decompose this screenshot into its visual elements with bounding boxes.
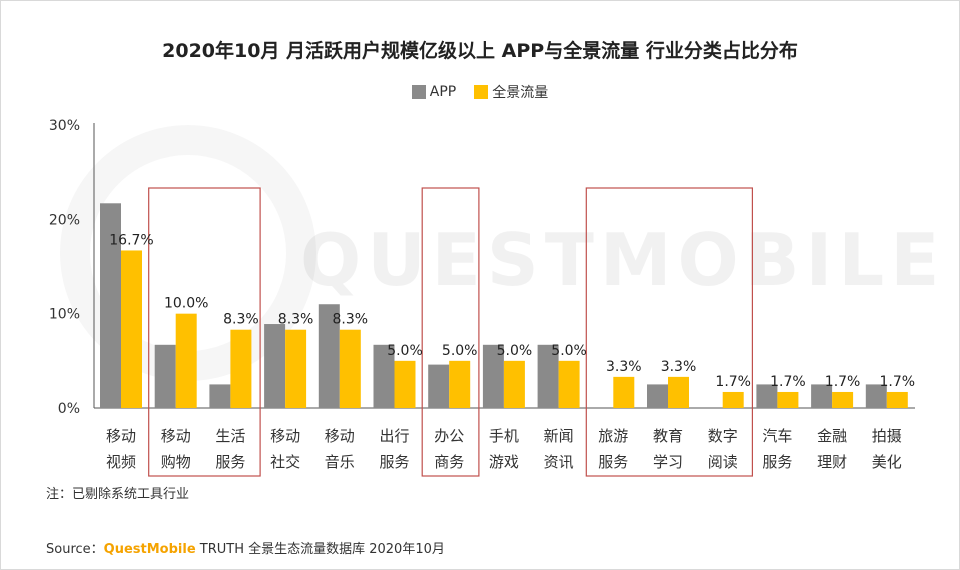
x-tick-label: 游戏 xyxy=(489,453,519,471)
bar-full-traffic xyxy=(121,250,142,408)
bar-full-traffic xyxy=(558,360,580,408)
x-tick-label: 阅读 xyxy=(708,453,738,471)
data-label: 5.0% xyxy=(551,343,587,359)
x-tick-label: 教育 xyxy=(653,427,683,445)
data-label: 3.3% xyxy=(606,359,642,375)
bar-full-traffic xyxy=(503,360,525,408)
legend-item-app: APP xyxy=(411,82,457,102)
bar-full-traffic xyxy=(777,391,799,408)
data-label: 5.0% xyxy=(497,343,533,359)
x-tick-label: 汽车 xyxy=(762,427,792,445)
bar-app xyxy=(264,324,286,408)
bar-full-traffic xyxy=(886,391,908,408)
bar-full-traffic xyxy=(175,313,197,408)
bar-app xyxy=(100,203,121,408)
data-label: 8.3% xyxy=(333,312,369,328)
bar-app xyxy=(756,384,778,408)
highlight-box xyxy=(585,187,753,477)
data-label: 1.7% xyxy=(770,374,806,390)
y-tick-label: 0% xyxy=(58,401,80,417)
bar-full-traffic xyxy=(230,329,252,408)
x-tick-label: 拍摄 xyxy=(872,427,902,445)
data-label: 5.0% xyxy=(442,343,478,359)
legend-swatch-full-traffic xyxy=(474,85,489,99)
bar-app xyxy=(428,364,450,408)
bar-full-traffic xyxy=(285,329,307,408)
source-prefix: Source： xyxy=(46,542,104,557)
watermark-text: QUESTMOBILE xyxy=(300,218,946,302)
highlight-box xyxy=(421,187,480,477)
bar-app xyxy=(482,344,504,408)
highlight-box xyxy=(148,187,261,477)
legend-item-full-traffic: 全景流量 xyxy=(474,82,548,102)
x-tick-label: 移动 xyxy=(270,427,300,445)
bar-full-traffic xyxy=(668,376,689,408)
bar-full-traffic xyxy=(394,360,416,408)
x-tick-label: 理财 xyxy=(817,453,847,471)
chart-note: 注：已剔除系统工具行业 xyxy=(46,487,190,502)
x-tick-label: 手机 xyxy=(489,427,519,445)
data-label: 1.7% xyxy=(715,374,751,390)
bar-full-traffic xyxy=(613,376,635,408)
x-tick-label: 数字 xyxy=(708,427,738,445)
bar-app xyxy=(373,344,395,408)
bar-app xyxy=(537,344,559,408)
data-label: 8.3% xyxy=(278,312,314,328)
y-tick-label: 20% xyxy=(49,212,80,228)
bar-full-traffic xyxy=(339,329,361,408)
x-tick-label: 社交 xyxy=(270,453,300,471)
x-tick-label: 学习 xyxy=(653,453,683,471)
x-tick-label: 移动 xyxy=(106,427,136,445)
x-tick-label: 新闻 xyxy=(544,427,574,445)
x-tick-label: 办公 xyxy=(434,427,464,445)
x-tick-label: 服务 xyxy=(379,453,409,471)
x-tick-label: 服务 xyxy=(598,453,628,471)
bar-app xyxy=(318,304,340,408)
bar-full-traffic xyxy=(449,360,471,408)
bar-app xyxy=(647,384,668,408)
source-brand: QuestMobile xyxy=(103,542,196,557)
legend-label-app: APP xyxy=(429,84,457,100)
x-tick-label: 移动 xyxy=(325,427,355,445)
x-tick-label: 生活 xyxy=(215,427,245,445)
y-tick-label: 10% xyxy=(49,307,80,323)
bar-full-traffic xyxy=(832,391,854,408)
x-tick-label: 金融 xyxy=(817,427,847,445)
data-label: 8.3% xyxy=(223,312,259,328)
data-label: 1.7% xyxy=(880,374,916,390)
x-tick-label: 美化 xyxy=(872,453,902,471)
x-tick-label: 音乐 xyxy=(325,453,355,471)
data-label: 16.7% xyxy=(109,232,153,248)
x-tick-label: 旅游 xyxy=(598,427,628,445)
data-label: 10.0% xyxy=(164,296,208,312)
bar-full-traffic xyxy=(722,391,744,408)
bar-app xyxy=(811,384,833,408)
legend-swatch-app xyxy=(411,85,426,99)
chart-legend: APP 全景流量 xyxy=(0,82,960,102)
legend-label-full-traffic: 全景流量 xyxy=(492,85,549,101)
bar-app xyxy=(865,384,887,408)
x-tick-label: 商务 xyxy=(434,453,464,471)
x-tick-label: 服务 xyxy=(762,453,792,471)
source-line: Source：QuestMobile TRUTH 全景生态流量数据库 2020年… xyxy=(46,538,445,557)
x-tick-label: 服务 xyxy=(215,453,245,471)
x-tick-label: 出行 xyxy=(379,427,409,445)
x-tick-label: 资讯 xyxy=(544,453,574,471)
bar-app xyxy=(209,384,231,408)
data-label: 5.0% xyxy=(387,343,423,359)
data-label: 1.7% xyxy=(825,374,861,390)
x-tick-label: 视频 xyxy=(106,453,136,471)
chart-title: 2020年10月 月活跃用户规模亿级以上 APP与全景流量 行业分类占比分布 xyxy=(162,40,798,62)
source-suffix: TRUTH 全景生态流量数据库 2020年10月 xyxy=(195,542,445,557)
x-tick-label: 购物 xyxy=(161,453,191,471)
x-tick-label: 移动 xyxy=(161,427,191,445)
bar-app xyxy=(154,344,176,408)
y-tick-label: 30% xyxy=(49,118,80,134)
data-label: 3.3% xyxy=(661,359,697,375)
